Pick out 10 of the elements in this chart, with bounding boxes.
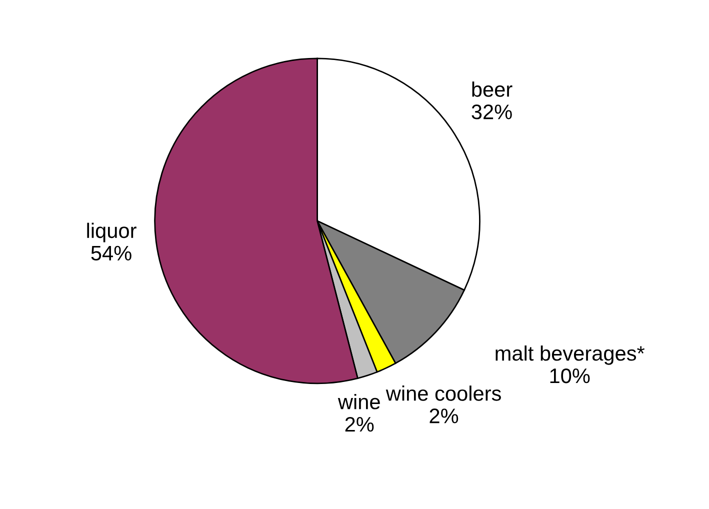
data-label: 10% [550, 368, 590, 384]
slice-label: wine [338, 394, 380, 410]
slice-label: malt beverages* [496, 345, 645, 365]
slice-label: wine coolers [386, 386, 501, 401]
slice-label: liquor [87, 222, 136, 242]
slice-label: beer [472, 82, 512, 97]
data-label: 2% [345, 416, 374, 432]
data-label: 32% [472, 104, 512, 120]
data-label: 54% [91, 246, 132, 261]
data-label: 2% [430, 408, 458, 424]
